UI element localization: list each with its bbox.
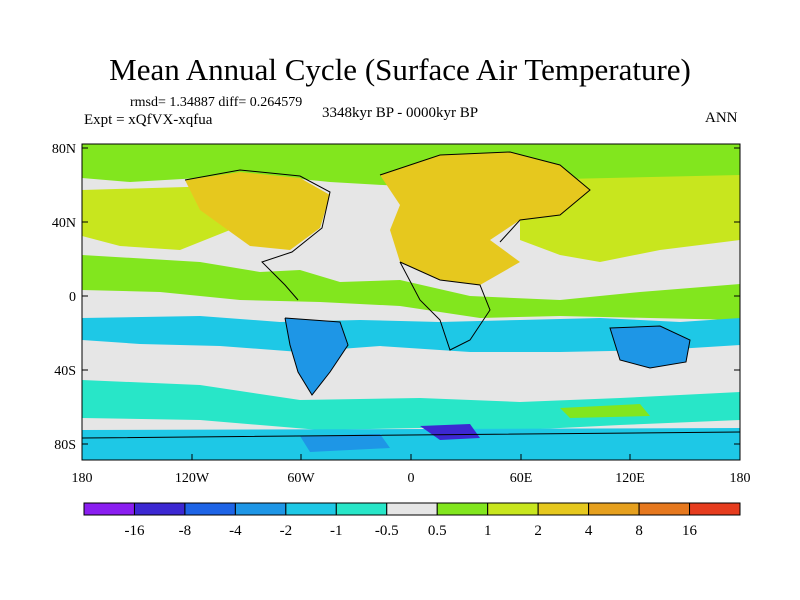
lat-label-40n: 40N xyxy=(52,216,76,231)
lon-label-0: 0 xyxy=(408,471,415,486)
lon-label-120w: 120W xyxy=(175,471,210,486)
colorbar-swatch xyxy=(386,502,438,516)
colorbar-swatch xyxy=(83,502,135,516)
colorbar-swatch xyxy=(335,502,388,516)
colorbar-label: 16 xyxy=(682,523,698,539)
colorbar-label: -0.5 xyxy=(375,523,399,539)
colorbar-label: -2 xyxy=(280,523,293,539)
colorbar-swatch xyxy=(133,502,186,516)
colorbar-swatch xyxy=(184,502,236,516)
lon-label-60w: 60W xyxy=(287,471,315,486)
lon-label-60e: 60E xyxy=(510,471,533,486)
lat-label-80n: 80N xyxy=(52,142,76,157)
colorbar-label: 4 xyxy=(585,523,593,539)
temperature-anomaly-field xyxy=(82,144,740,460)
lon-label-120e: 120E xyxy=(615,471,645,486)
lat-label-40s: 40S xyxy=(54,364,76,379)
season-label: ANN xyxy=(705,110,738,126)
colorbar-label: -4 xyxy=(229,523,242,539)
colorbar-swatch xyxy=(234,502,287,516)
colorbar-swatch xyxy=(436,502,489,516)
lon-ticks xyxy=(81,454,741,460)
lat-label-0: 0 xyxy=(69,290,76,305)
colorbar-swatch xyxy=(638,502,691,516)
colorbar-label: 1 xyxy=(484,523,492,539)
time-period-label: 3348kyr BP - 0000kyr BP xyxy=(322,105,479,121)
colorbar-label: 2 xyxy=(534,523,542,539)
colorbar-swatch xyxy=(588,502,640,516)
colorbar-swatch xyxy=(689,502,741,516)
experiment-label: Expt = xQfVX-xqfua xyxy=(84,112,213,128)
colorbar-label: -8 xyxy=(179,523,192,539)
rmsd-diff-stats: rmsd= 1.34887 diff= 0.264579 xyxy=(130,95,303,110)
lon-label-180e: 180 xyxy=(730,471,751,486)
lon-label-180w: 180 xyxy=(72,471,93,486)
colorbar: -16 -8 -4 -2 -1 -0.5 0.5 1 2 4 8 16 xyxy=(83,502,741,539)
lat-label-80s: 80S xyxy=(54,438,76,453)
lat-ticks xyxy=(82,147,740,445)
colorbar-swatch xyxy=(487,502,539,516)
colorbar-label: 8 xyxy=(635,523,643,539)
colorbar-label: 0.5 xyxy=(428,523,447,539)
colorbar-swatch xyxy=(285,502,337,516)
colorbar-swatch xyxy=(537,502,590,516)
colorbar-label: -16 xyxy=(124,523,144,539)
figure-title: Mean Annual Cycle (Surface Air Temperatu… xyxy=(109,52,691,87)
colorbar-label: -1 xyxy=(330,523,343,539)
